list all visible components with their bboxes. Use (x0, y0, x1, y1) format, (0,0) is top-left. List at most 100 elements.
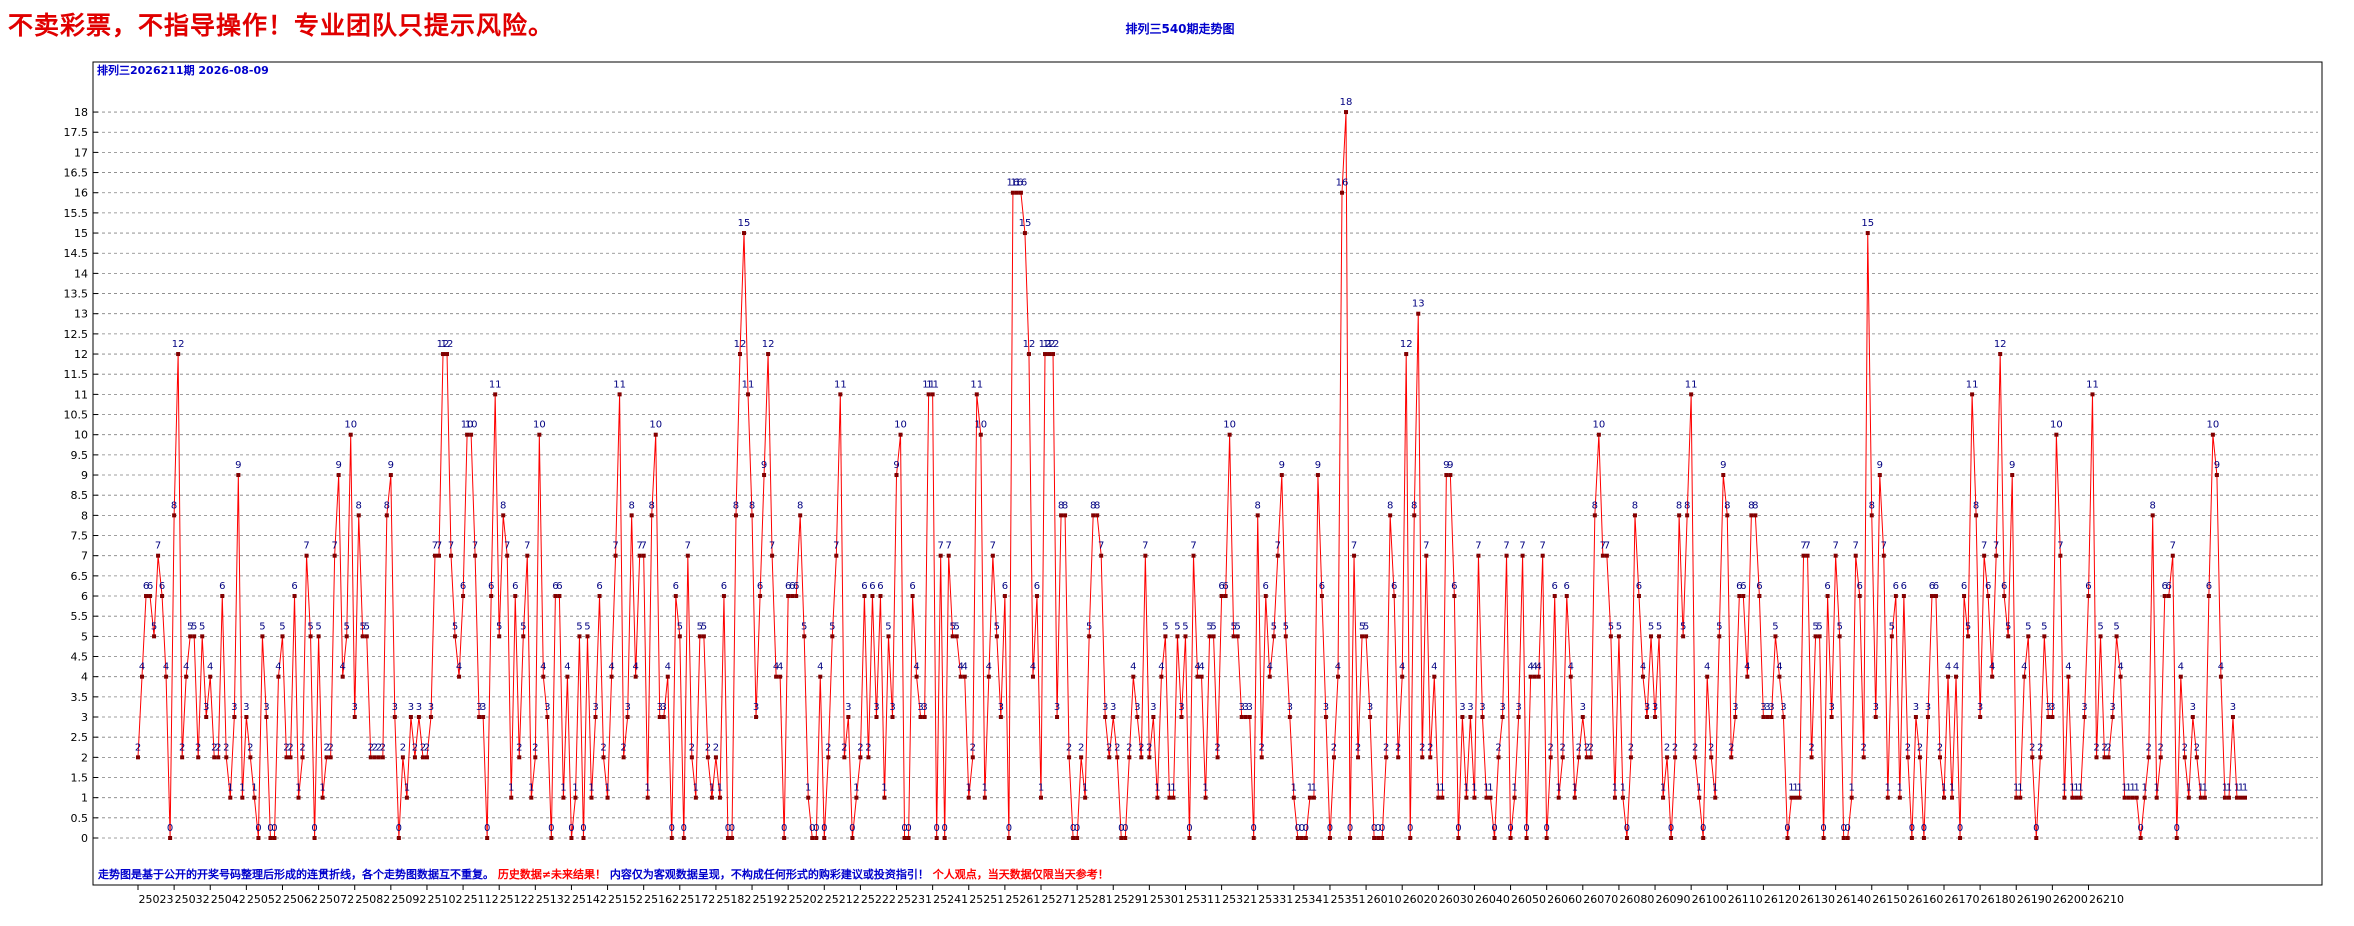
data-label: 6 (2162, 581, 2168, 592)
data-label: 8 (1255, 500, 1261, 511)
data-label: 1 (1696, 783, 1702, 794)
data-point (1392, 594, 1397, 599)
data-point (1942, 795, 1946, 800)
data-label: 2 (380, 742, 386, 753)
data-label: 1 (1849, 783, 1855, 794)
data-label: 0 (1303, 823, 1309, 834)
data-label: 3 (1652, 702, 1658, 713)
data-label: 7 (946, 541, 952, 552)
data-label: 12 (441, 339, 454, 350)
data-label: 8 (1387, 500, 1393, 511)
x-tick-label: 26120 (1764, 893, 1799, 906)
y-tick-label: 11 (74, 388, 88, 401)
data-point (1063, 513, 1068, 518)
data-point (1933, 594, 1938, 599)
data-label: 2 (1214, 742, 1220, 753)
y-tick-label: 5 (81, 630, 88, 643)
data-label: 2 (247, 742, 253, 753)
data-point (1111, 715, 1116, 720)
data-label: 5 (885, 621, 891, 632)
data-point (1576, 755, 1581, 760)
data-point (1512, 795, 1517, 800)
data-label: 3 (1150, 702, 1156, 713)
data-point (2114, 634, 2119, 639)
data-point (1311, 795, 1316, 800)
data-point (384, 513, 389, 518)
data-label: 8 (628, 500, 634, 511)
data-point (669, 836, 674, 840)
data-point (938, 553, 943, 558)
data-label: 6 (1564, 581, 1570, 592)
data-point (721, 594, 726, 599)
data-point (252, 795, 257, 800)
data-label: 9 (1877, 460, 1883, 471)
data-point (818, 674, 823, 679)
data-point (1568, 674, 1573, 679)
data-label: 4 (1704, 662, 1710, 673)
data-point (176, 352, 181, 357)
data-point (1452, 594, 1457, 599)
data-label: 8 (1058, 500, 1064, 511)
data-point (1223, 594, 1228, 599)
risk-disclaimer: 不卖彩票，不指导操作！专业团队只提示风险。 (8, 11, 555, 40)
data-label: 7 (1881, 541, 1887, 552)
data-label: 3 (624, 702, 630, 713)
data-label: 4 (1198, 662, 1204, 673)
data-label: 9 (388, 460, 394, 471)
data-point (1239, 715, 1244, 720)
x-tick-label: 26090 (1656, 893, 1691, 906)
data-point (1115, 755, 1120, 760)
data-label: 5 (677, 621, 683, 632)
data-label: 1 (1291, 783, 1297, 794)
data-point (605, 795, 610, 800)
data-label: 4 (665, 662, 671, 673)
data-point (2054, 432, 2059, 437)
x-tick-label: 26190 (2017, 893, 2052, 906)
data-label: 4 (183, 662, 189, 673)
data-label: 1 (1166, 783, 1172, 794)
data-label: 6 (2166, 581, 2172, 592)
data-label: 7 (685, 541, 691, 552)
data-label: 5 (1283, 621, 1289, 632)
data-label: 4 (163, 662, 169, 673)
x-tick-label: 25162 (644, 893, 679, 906)
data-point (1580, 715, 1585, 720)
x-tick-label: 26100 (1692, 893, 1727, 906)
data-point (1175, 634, 1180, 639)
data-point (1295, 836, 1300, 840)
data-point (1917, 755, 1922, 760)
data-point (1636, 594, 1641, 599)
data-point (2038, 755, 2043, 760)
data-point (665, 674, 670, 679)
data-label: 6 (552, 581, 558, 592)
data-point (641, 553, 646, 558)
data-label: 3 (1459, 702, 1465, 713)
footer-note-part3: 内容仅为客观数据呈现，不构成任何形式的购彩建议或投资指引！ (610, 867, 929, 881)
data-label: 2 (1114, 742, 1120, 753)
data-point (1789, 795, 1794, 800)
data-label: 2 (223, 742, 229, 753)
data-label: 1 (604, 783, 610, 794)
data-point (1207, 634, 1212, 639)
data-label: 2 (283, 742, 289, 753)
data-point (1368, 715, 1373, 720)
data-point (746, 392, 751, 397)
data-label: 1 (1712, 783, 1718, 794)
data-label: 8 (356, 500, 362, 511)
data-label: 11 (2086, 379, 2099, 390)
data-point (1436, 795, 1441, 800)
data-point (1950, 795, 1955, 800)
data-point (1360, 634, 1365, 639)
x-tick-label: 25023 (139, 893, 174, 906)
data-label: 0 (580, 823, 586, 834)
data-point (2206, 594, 2211, 599)
data-label: 6 (1552, 581, 1558, 592)
data-point (2134, 795, 2139, 800)
data-point (1998, 352, 2003, 357)
data-label: 0 (1379, 823, 1385, 834)
data-point (1026, 352, 1031, 357)
y-tick-label: 3.5 (71, 691, 89, 704)
data-point (1913, 715, 1918, 720)
data-point (1099, 553, 1104, 558)
data-label: 5 (1716, 621, 1722, 632)
